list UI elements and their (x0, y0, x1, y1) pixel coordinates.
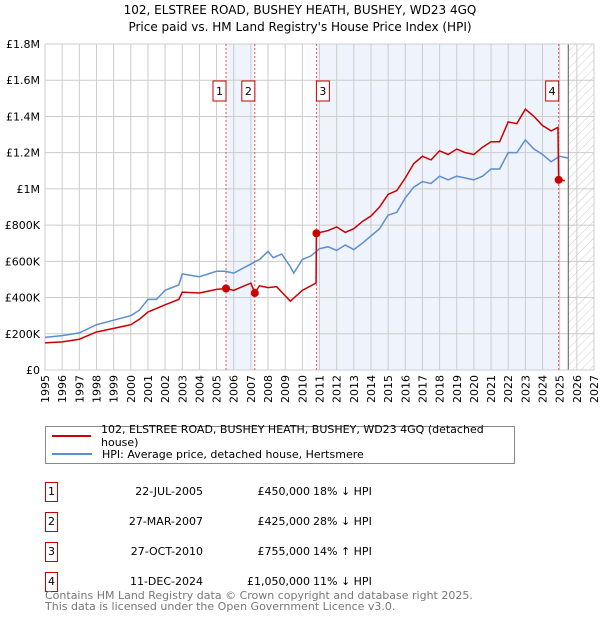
sale-label-box (241, 80, 256, 102)
x-tick-label: 1997 (73, 375, 86, 403)
x-tick-label: 2027 (588, 375, 600, 403)
legend-swatch-blue (52, 453, 92, 455)
x-tick-label: 2000 (125, 375, 138, 403)
x-tick-label: 2020 (468, 375, 481, 403)
y-tick-label: £800K (5, 219, 41, 232)
chart-title: 102, ELSTREE ROAD, BUSHEY HEATH, BUSHEY,… (123, 3, 477, 17)
x-tick-label: 2001 (142, 375, 155, 403)
y-tick-label: £1M (17, 183, 41, 196)
forecast-hatch (568, 44, 594, 370)
x-tick-label: 1999 (108, 375, 121, 403)
y-tick-label: £200K (5, 328, 41, 341)
price-chart: 1995 1996 1997 1998 1999 2000 2001 2002 2003 2004… (5, 38, 600, 403)
shaded-period (316, 44, 559, 370)
sale-date: 22-JUL-2005 (135, 485, 203, 498)
x-tick-label: 1998 (90, 375, 103, 403)
legend-swatch-red (52, 435, 91, 437)
sale-row: 4 11-DEC-2024 £1,050,000 11% ↓ HPI (45, 572, 545, 592)
x-tick-label: 2002 (159, 375, 172, 403)
sale-number-badge: 3 (45, 542, 58, 562)
sale-label: 2 (245, 85, 252, 98)
chart-subtitle: Price paid vs. HM Land Registry's House … (128, 20, 472, 34)
sale-hpi-diff: 14% ↑ HPI (313, 545, 372, 558)
x-tick-label: 2016 (399, 375, 412, 403)
sale-row: 3 27-OCT-2010 £755,000 14% ↑ HPI (45, 542, 545, 562)
legend-label: 102, ELSTREE ROAD, BUSHEY HEATH, BUSHEY,… (101, 423, 484, 449)
x-tick-label: 2015 (382, 375, 395, 403)
x-tick-label: 2006 (228, 375, 241, 403)
sale-date: 27-MAR-2007 (128, 515, 203, 528)
sale-price: £755,000 (257, 545, 311, 558)
sale-hpi-diff: 28% ↓ HPI (313, 515, 372, 528)
sale-point (221, 284, 230, 293)
sale-hpi-diff: 18% ↓ HPI (313, 485, 372, 498)
x-tick-label: 2021 (485, 375, 498, 403)
sale-label-box (545, 80, 560, 102)
sale-price: £450,000 (257, 485, 311, 498)
sale-point (312, 229, 321, 238)
sale-label: 3 (319, 85, 326, 98)
y-tick-label: £1.4M (6, 110, 40, 123)
legend-label: HPI: Average price, detached house, Hert… (102, 447, 364, 461)
x-tick-label: 2026 (571, 375, 584, 403)
y-tick-label: £1.2M (6, 147, 40, 160)
x-tick-label: 2012 (331, 375, 344, 403)
sale-price: £1,050,000 (247, 575, 310, 588)
sale-label-box (212, 80, 227, 102)
x-tick-label: 2025 (554, 375, 567, 403)
property-line (44, 108, 565, 344)
sale-date: 11-DEC-2024 (129, 575, 203, 588)
x-tick-label: 2008 (262, 375, 275, 403)
plot-frame (44, 43, 595, 371)
x-tick-label: 2010 (296, 375, 309, 403)
legend-item-property: 102, ELSTREE ROAD, BUSHEY HEATH, BUSHEY,… (52, 423, 514, 449)
x-tick-label: 2007 (245, 375, 258, 403)
y-tick-label: £1.8M (6, 38, 40, 51)
y-tick-label: £600K (5, 255, 41, 268)
sale-point (554, 175, 563, 184)
y-tick-label: £1.6M (6, 74, 40, 87)
y-tick-label: £400K (5, 292, 41, 305)
sale-label: 4 (549, 85, 556, 98)
sale-number-badge: 4 (45, 572, 58, 592)
sale-date: 27-OCT-2010 (130, 545, 203, 558)
sale-number-badge: 2 (45, 512, 58, 532)
sale-point (250, 289, 259, 298)
sale-label: 1 (216, 85, 223, 98)
footer-licence: This data is licensed under the Open Gov… (45, 600, 396, 613)
sale-label-box (315, 80, 330, 102)
x-tick-label: 2022 (502, 375, 515, 403)
legend-item-hpi: HPI: Average price, detached house, Hert… (52, 445, 364, 463)
footer-copyright: Contains HM Land Registry data © Crown c… (45, 589, 473, 602)
sale-row: 2 27-MAR-2007 £425,000 28% ↓ HPI (45, 512, 545, 532)
sale-row: 1 22-JUL-2005 £450,000 18% ↓ HPI (45, 482, 545, 502)
x-tick-label: 2009 (279, 375, 292, 403)
x-tick-label: 2004 (193, 375, 206, 403)
sale-price: £425,000 (257, 515, 311, 528)
x-tick-label: 2013 (348, 375, 361, 403)
x-tick-label: 2003 (176, 375, 189, 403)
x-tick-label: 2023 (519, 375, 532, 403)
legend: 102, ELSTREE ROAD, BUSHEY HEATH, BUSHEY,… (45, 423, 515, 464)
x-tick-label: 2018 (434, 375, 447, 403)
x-tick-label: 2014 (365, 375, 378, 403)
x-tick-label: 2019 (451, 375, 464, 403)
sale-number-badge: 1 (45, 482, 58, 502)
x-tick-label: 1996 (56, 375, 69, 403)
sale-hpi-diff: 11% ↓ HPI (313, 575, 372, 588)
x-tick-label: 2017 (416, 375, 429, 403)
x-tick-label: 2011 (314, 375, 327, 403)
x-tick-label: 2005 (211, 375, 224, 403)
x-tick-label: 1995 (39, 375, 52, 403)
hpi-line (44, 138, 569, 339)
x-tick-label: 2024 (537, 375, 550, 403)
y-tick-label: £0 (26, 364, 40, 377)
